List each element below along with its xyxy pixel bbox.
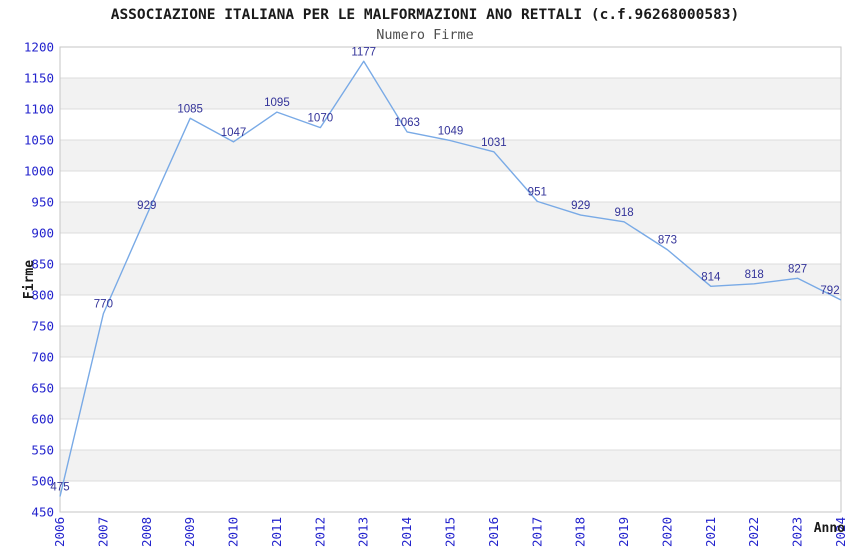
- point-label: 929: [137, 200, 156, 212]
- point-label: 1031: [481, 137, 507, 149]
- plot-band: [60, 264, 841, 295]
- y-tick-label: 650: [31, 381, 54, 396]
- point-label: 1070: [308, 113, 334, 125]
- point-label: 792: [820, 285, 839, 297]
- y-tick-label: 750: [31, 319, 54, 334]
- plot-band: [60, 419, 841, 450]
- x-tick-label: 2012: [312, 517, 327, 547]
- x-tick-label: 2021: [703, 517, 718, 547]
- plot-band: [60, 326, 841, 357]
- point-label: 1063: [394, 117, 420, 129]
- y-tick-label: 1050: [24, 133, 54, 148]
- point-label: 818: [745, 269, 764, 281]
- y-tick-label: 500: [31, 474, 54, 489]
- y-tick-label: 700: [31, 350, 54, 365]
- x-tick-label: 2015: [443, 517, 458, 547]
- x-tick-label: 2019: [616, 517, 631, 547]
- point-label: 929: [571, 200, 590, 212]
- x-tick-label: 2018: [573, 517, 588, 547]
- point-label: 1049: [438, 126, 464, 138]
- y-tick-label: 1000: [24, 164, 54, 179]
- point-label: 1177: [351, 46, 376, 58]
- x-tick-label: 2024: [833, 517, 848, 547]
- plot-band: [60, 171, 841, 202]
- y-tick-label: 950: [31, 195, 54, 210]
- x-tick-label: 2020: [659, 517, 674, 547]
- plot-band: [60, 295, 841, 326]
- y-axis-title: Firme: [22, 260, 37, 299]
- y-tick-label: 850: [31, 257, 54, 272]
- point-label: 1085: [177, 103, 203, 115]
- x-tick-label: 2008: [139, 517, 154, 547]
- plot-band: [60, 202, 841, 233]
- point-label: 951: [528, 186, 547, 198]
- y-tick-label: 550: [31, 443, 54, 458]
- plot-band: [60, 109, 841, 140]
- y-tick-label: 1150: [24, 71, 54, 86]
- y-tick-label: 900: [31, 226, 54, 241]
- x-tick-label: 2009: [182, 517, 197, 547]
- point-label: 770: [94, 299, 113, 311]
- x-tick-label: 2013: [356, 517, 371, 547]
- x-tick-label: 2010: [226, 517, 241, 547]
- x-tick-label: 2006: [52, 517, 67, 547]
- plot-band: [60, 233, 841, 264]
- point-label: 827: [788, 263, 807, 275]
- plot-band: [60, 481, 841, 512]
- y-tick-label: 600: [31, 412, 54, 427]
- x-tick-label: 2014: [399, 517, 414, 547]
- x-tick-label: 2007: [95, 517, 110, 547]
- x-axis-title: Anno: [814, 521, 845, 536]
- y-tick-label: 800: [31, 288, 54, 303]
- plot-band: [60, 357, 841, 388]
- x-tick-label: 2022: [746, 517, 761, 547]
- data-line: [59, 60, 842, 497]
- chart-subtitle: Numero Firme: [376, 27, 474, 43]
- point-label: 1047: [221, 127, 247, 139]
- y-tick-label: 1100: [24, 102, 54, 117]
- x-tick-label: 2023: [790, 517, 805, 547]
- plot-border: [59, 46, 842, 513]
- point-label: 873: [658, 235, 677, 247]
- point-label: 918: [614, 207, 633, 219]
- chart-title: ASSOCIAZIONE ITALIANA PER LE MALFORMAZIO…: [110, 7, 740, 23]
- plot-band: [60, 140, 841, 171]
- x-tick-label: 2011: [269, 517, 284, 547]
- x-tick-label: 2016: [486, 517, 501, 547]
- point-label: 814: [701, 271, 721, 283]
- plot-band: [60, 388, 841, 419]
- point-label: 475: [50, 482, 69, 494]
- x-tick-label: 2017: [529, 517, 544, 547]
- plot-band: [60, 450, 841, 481]
- plot-band: [60, 47, 841, 78]
- plot-band: [60, 78, 841, 109]
- y-tick-label: 1200: [24, 40, 54, 55]
- point-label: 1095: [264, 97, 290, 109]
- y-tick-label: 450: [31, 505, 54, 520]
